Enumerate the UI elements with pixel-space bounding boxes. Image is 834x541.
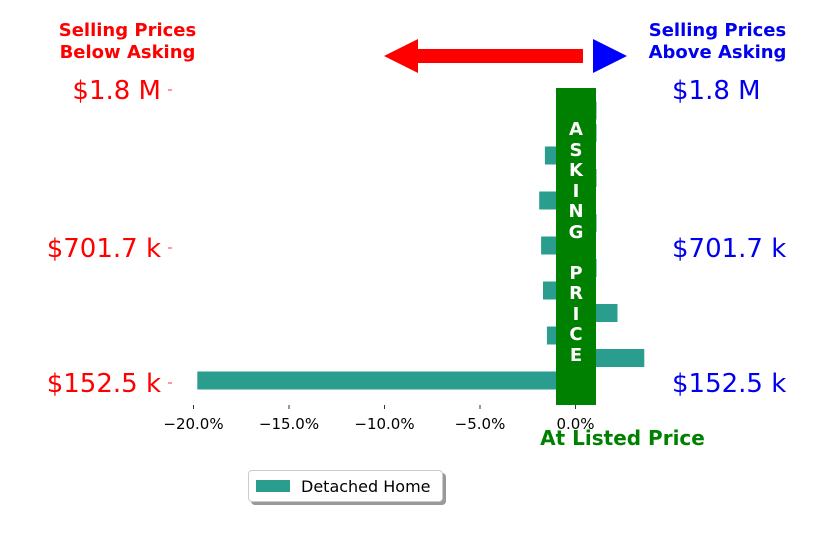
asking-letter xyxy=(556,243,596,264)
x-tick-label: −15.0% xyxy=(259,415,319,433)
legend-swatch xyxy=(256,480,290,492)
x-tick-label: 0.0% xyxy=(556,415,594,433)
asking-letter: R xyxy=(569,283,583,304)
asking-letter: N xyxy=(568,201,584,222)
asking-letter: A xyxy=(569,119,583,140)
direction-arrows xyxy=(384,39,627,73)
arrow-right-icon xyxy=(593,39,627,73)
asking-letter: S xyxy=(569,139,583,161)
asking-letter: G xyxy=(568,221,584,243)
asking-letter: I xyxy=(572,303,580,325)
bar xyxy=(197,371,576,390)
arrow-left-icon xyxy=(384,39,583,73)
x-tick-label: −10.0% xyxy=(354,415,414,433)
x-axis-label: At Listed Price xyxy=(540,426,705,450)
x-axis-ticks: −20.0% −15.0% −10.0% −5.0% 0.0% xyxy=(163,405,595,433)
y-tick-label-right: $701.7 k xyxy=(672,234,786,264)
y-axis-right-labels: $1.8 M $701.7 k $152.5 k xyxy=(672,76,786,399)
y-tick-label-left: $701.7 k xyxy=(47,234,161,264)
y-tick-label-right: $1.8 M xyxy=(672,76,761,106)
asking-letter: K xyxy=(569,160,583,181)
y-tick-label-left: $1.8 M xyxy=(72,76,161,106)
asking-letter: P xyxy=(569,262,583,284)
y-tick-label-left: $152.5 k xyxy=(47,369,161,399)
legend-label: Detached Home xyxy=(301,476,431,496)
x-tick-label: −20.0% xyxy=(163,415,223,433)
header-above-asking: Selling Prices Above Asking xyxy=(648,20,787,63)
legend: Detached Home xyxy=(248,470,443,502)
y-tick-label-right: $152.5 k xyxy=(672,369,786,399)
y-axis-left-labels: $1.8 M $701.7 k $152.5 k xyxy=(47,76,172,399)
x-tick-label: −5.0% xyxy=(455,415,506,433)
header-below-asking: Selling Prices Below Asking xyxy=(58,20,197,63)
asking-price-band xyxy=(556,88,596,405)
asking-letter: C xyxy=(569,324,583,345)
asking-letter: E xyxy=(569,344,583,366)
asking-letter: I xyxy=(572,180,580,202)
